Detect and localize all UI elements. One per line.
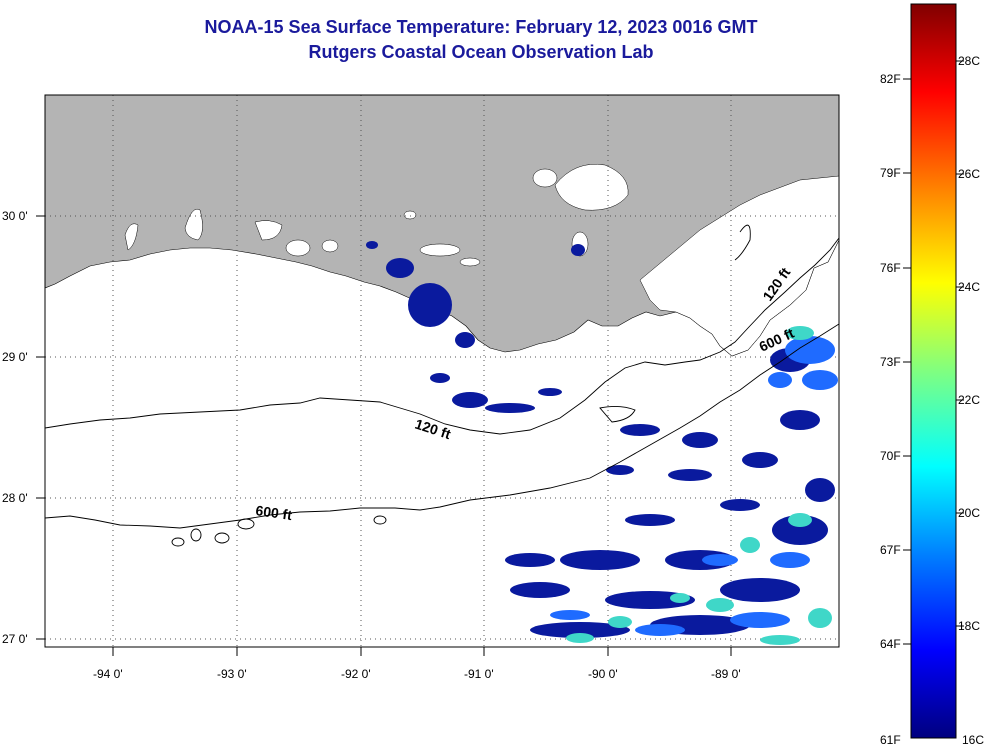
contour-600ft <box>45 323 839 529</box>
lat-tick-label: 30 0' <box>2 209 28 223</box>
colorbar-f-label: 82F <box>880 72 901 86</box>
colorbar-c-label: 26C <box>958 167 980 181</box>
map-frame <box>44 94 840 648</box>
figure-title: NOAA-15 Sea Surface Temperature: Februar… <box>204 17 758 37</box>
colorbar-celsius-labels: 28C 26C 24C 22C 20C 18C 16C <box>958 54 984 747</box>
depth-contours <box>45 224 839 547</box>
lat-tick-label: 27 0' <box>2 632 28 646</box>
lat-tick-label: 28 0' <box>2 491 28 505</box>
lon-tick-label: -89 0' <box>711 667 741 681</box>
colorbar-c-label: 18C <box>958 619 980 633</box>
lon-tick-label: -94 0' <box>93 667 123 681</box>
colorbar-f-label: 73F <box>880 355 901 369</box>
colorbar <box>910 3 957 739</box>
lat-tick-label: 29 0' <box>2 350 28 364</box>
lon-tick-label: -92 0' <box>341 667 371 681</box>
colorbar-c-label: 22C <box>958 393 980 407</box>
colorbar-c-label: 20C <box>958 506 980 520</box>
lon-tick-label: -90 0' <box>588 667 618 681</box>
colorbar-c-label: 24C <box>958 280 980 294</box>
map-area <box>45 95 839 647</box>
contour-label-600ft-west: 600 ft <box>255 502 294 523</box>
inland-water <box>124 163 839 357</box>
figure-subtitle: Rutgers Coastal Ocean Observation Lab <box>308 42 654 62</box>
colorbar-c-label: 28C <box>958 54 980 68</box>
colorbar-fahrenheit-labels: 82F 79F 76F 73F 70F 67F 64F 61F <box>880 72 901 747</box>
lon-tick-label: -93 0' <box>217 667 247 681</box>
colorbar-ticks <box>903 60 964 645</box>
colorbar-f-label: 79F <box>880 166 901 180</box>
colorbar-f-label: 61F <box>880 733 901 747</box>
contour-120ft <box>45 237 839 435</box>
sst-data-mid <box>550 336 838 636</box>
colorbar-f-label: 64F <box>880 637 901 651</box>
colorbar-f-label: 76F <box>880 261 901 275</box>
colorbar-f-label: 70F <box>880 449 901 463</box>
colorbar-c-label: 16C <box>962 733 984 747</box>
frame-ticks <box>36 215 732 656</box>
colorbar-f-label: 67F <box>880 543 901 557</box>
lon-tick-label: -91 0' <box>464 667 494 681</box>
sst-data-warm <box>566 326 832 645</box>
